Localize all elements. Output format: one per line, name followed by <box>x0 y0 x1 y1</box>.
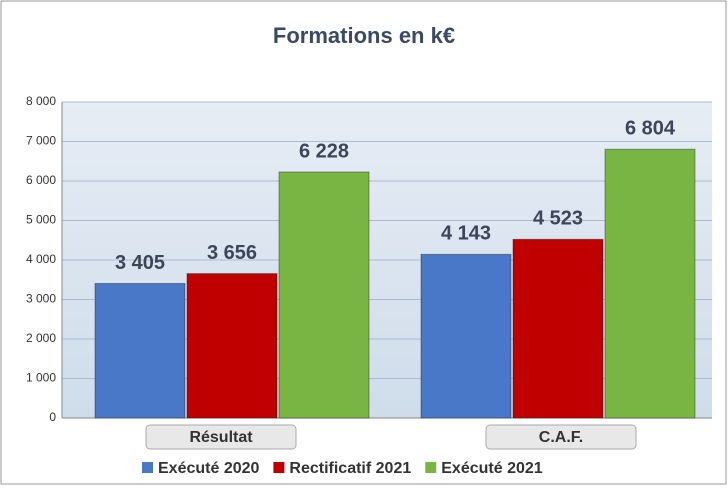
bar <box>94 283 186 419</box>
x-tick-label: Résultat <box>189 429 253 446</box>
y-tick-label: 7 000 <box>26 134 56 148</box>
legend-label: Exécuté 2020 <box>158 460 260 477</box>
y-tick-label: 1 000 <box>26 371 56 385</box>
y-tick-label: 5 000 <box>26 213 56 227</box>
legend-label: Rectificatif 2021 <box>289 460 411 477</box>
y-tick-label: 8 000 <box>26 94 56 108</box>
legend-swatch <box>142 462 153 473</box>
legend-label: Exécuté 2021 <box>441 460 543 477</box>
y-tick-label: 2 000 <box>26 331 56 345</box>
category-box <box>145 424 297 450</box>
bar <box>512 238 604 419</box>
chart-title: Formations en k€ <box>273 23 455 48</box>
bar <box>604 148 696 419</box>
legend-swatch <box>273 462 285 473</box>
value-label: 3 405 <box>115 252 165 274</box>
value-label: 4 143 <box>441 223 491 245</box>
bar <box>278 171 370 419</box>
x-tick-label: C.A.F. <box>539 429 583 446</box>
y-tick-label: 3 000 <box>26 292 56 306</box>
bar <box>420 253 512 419</box>
value-label: 3 656 <box>207 242 257 264</box>
value-label: 6 804 <box>625 118 676 140</box>
legend-swatch <box>425 462 437 473</box>
bar <box>186 273 278 419</box>
category-box <box>485 424 637 450</box>
value-label: 4 523 <box>533 208 583 230</box>
y-tick-label: 4 000 <box>26 252 56 266</box>
y-tick-label: 0 <box>49 410 56 424</box>
value-label: 6 228 <box>299 140 349 162</box>
y-tick-label: 6 000 <box>26 173 56 187</box>
